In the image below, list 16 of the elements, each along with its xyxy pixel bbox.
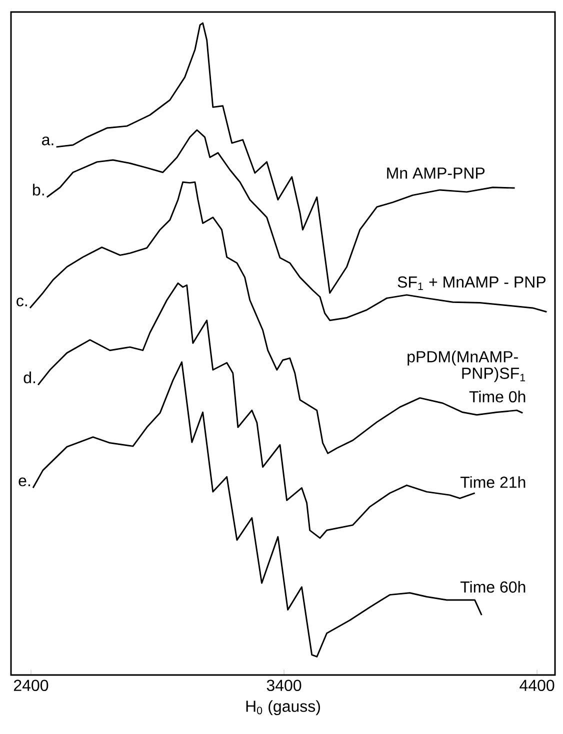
annotation: Time 0h <box>469 390 526 402</box>
annotation: PNP)SF$_{1}$ <box>462 367 526 382</box>
x-tick-label: 2400 <box>14 680 48 692</box>
annotation: Time 60h <box>460 580 526 593</box>
annotation: SF$_{1}$ + MnAMP - PNP <box>398 276 546 290</box>
x-tick-label: 4400 <box>520 680 554 692</box>
series-label: d. <box>24 372 36 384</box>
x-axis-title: H$_{0}$ (gauss) <box>246 700 320 716</box>
series-label: c. <box>16 298 27 306</box>
annotation: Mn AMP-PNP <box>387 168 485 179</box>
annotation: pPDM(MnAMP- <box>408 350 518 366</box>
annotation: Time 21h <box>460 476 526 488</box>
series-label: e. <box>18 478 30 486</box>
x-tick-label: 3400 <box>266 680 302 692</box>
series-label: b. <box>33 184 44 196</box>
series-label: a. <box>42 136 54 146</box>
